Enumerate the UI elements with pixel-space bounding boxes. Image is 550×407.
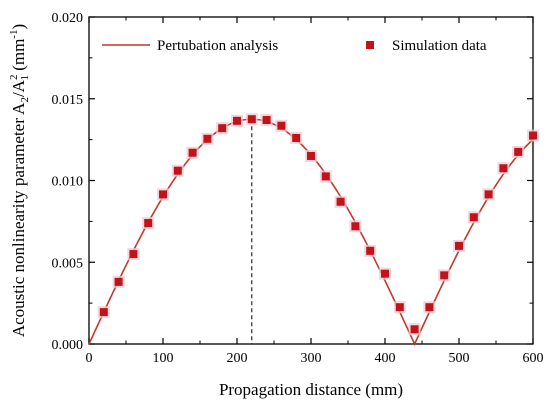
x-tick-label: 0 [86, 351, 93, 366]
simulation-data-point [529, 131, 537, 140]
simulation-data-point [203, 134, 212, 143]
y-axis-title-sub1: 2 [19, 97, 31, 103]
y-tick-label: 0.015 [52, 93, 84, 108]
simulation-data-point [440, 271, 449, 280]
y-tick-label: 0.010 [52, 175, 84, 190]
simulation-data-point [159, 190, 167, 199]
simulation-data-point [455, 241, 463, 250]
simulation-data-point [247, 115, 256, 124]
simulation-data-point [262, 116, 271, 125]
simulation-data-point [425, 303, 434, 312]
simulation-data-point [173, 166, 182, 175]
simulation-data-point [99, 308, 108, 317]
simulation-data-point [514, 147, 523, 156]
y-tick-labels: 0.000 0.005 0.010 0.015 0.020 [52, 11, 84, 353]
legend-marker-swatch [366, 41, 374, 49]
simulation-data-point [484, 190, 493, 199]
y-axis-title-unit-open: (mm [9, 39, 28, 75]
x-axis-title: Propagation distance (mm) [219, 380, 403, 399]
axis-ticks [88, 16, 534, 345]
simulation-data-point [144, 219, 153, 228]
plot-border [88, 16, 534, 345]
simulation-data-point [469, 213, 478, 222]
x-tick-label: 400 [375, 351, 396, 366]
y-axis-title-unit-close: ) [9, 24, 28, 30]
simulation-data-point [277, 121, 286, 130]
simulation-data-point [395, 303, 404, 312]
y-axis-title-mid: /A [9, 79, 28, 97]
simulation-data-point [499, 164, 508, 173]
simulation-data-point [351, 222, 360, 231]
simulation-data-point [410, 325, 419, 334]
simulation-data-point [188, 148, 197, 157]
legend: Pertubation analysis Simulation data [102, 38, 487, 54]
x-tick-label: 500 [449, 351, 470, 366]
x-tick-label: 300 [301, 351, 322, 366]
simulation-data-point [129, 250, 138, 259]
x-tick-labels: 0 100 200 300 400 500 600 [86, 351, 544, 366]
x-tick-label: 600 [523, 351, 544, 366]
y-axis-title-unit-sup: -1 [8, 30, 20, 39]
simulation-data-point [321, 172, 330, 181]
x-tick-label: 100 [153, 351, 174, 366]
simulation-data-point [114, 277, 123, 286]
simulation-data-point [292, 133, 301, 142]
simulation-data-point [366, 246, 375, 255]
legend-label-simulation: Simulation data [392, 38, 487, 54]
y-tick-label: 0.020 [52, 11, 84, 26]
simulation-data-point [381, 269, 389, 278]
y-tick-label: 0.005 [52, 256, 84, 271]
simulation-data-point [336, 197, 345, 206]
simulation-data-point [218, 124, 227, 133]
y-axis-title: Acoustic nonlinearity parameter A2/A21 (… [8, 24, 31, 337]
y-axis-title-sub2: 1 [19, 75, 31, 81]
y-tick-label: 0.000 [52, 338, 84, 353]
simulation-data-point [233, 116, 241, 125]
plot-frame [88, 16, 534, 345]
series-points-group [97, 113, 539, 336]
simulation-data-point [307, 151, 315, 160]
y-axis-title-prefix: Acoustic nonlinearity parameter A [9, 102, 28, 337]
y-axis-title-sup: 2 [8, 75, 20, 81]
legend-label-pertubation: Pertubation analysis [157, 38, 278, 54]
x-tick-label: 200 [227, 351, 248, 366]
